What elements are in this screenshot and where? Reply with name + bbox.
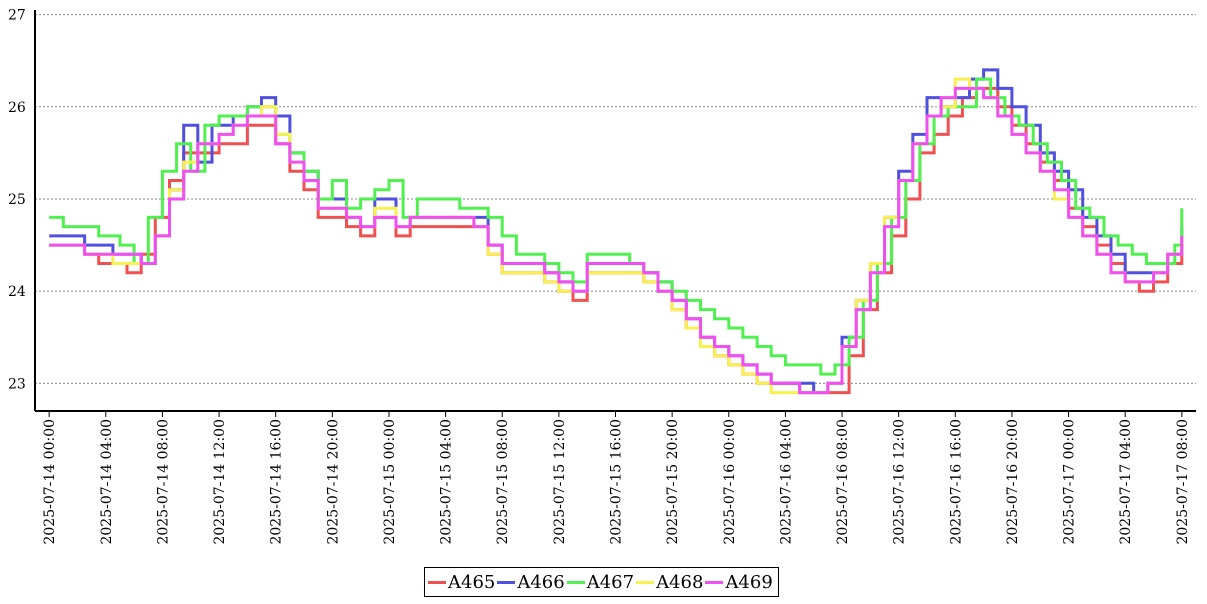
y-tick-label: 25 (8, 192, 26, 208)
legend-item-a469: A469 (705, 571, 773, 593)
legend-swatch (705, 580, 724, 584)
x-tick-label: 2025-07-16 16:00 (948, 419, 964, 545)
series-line-a469 (49, 86, 1184, 395)
legend: A465 A466 A467 A468 A469 (424, 567, 779, 597)
x-tick-label: 2025-07-15 04:00 (439, 419, 455, 545)
x-tick-label: 2025-07-16 20:00 (1005, 419, 1021, 545)
legend-swatch (497, 580, 516, 584)
x-tick-label: 2025-07-14 20:00 (325, 419, 341, 545)
x-tick-label: 2025-07-16 04:00 (778, 419, 794, 545)
y-tick-label: 24 (8, 284, 26, 300)
grid-lines (35, 14, 1196, 384)
legend-label: A466 (517, 571, 565, 593)
legend-label: A468 (656, 571, 704, 593)
x-tick-label: 2025-07-17 00:00 (1062, 419, 1078, 545)
series-line-a467 (49, 77, 1184, 376)
legend-swatch (428, 580, 446, 584)
y-tick-label: 27 (8, 8, 26, 24)
legend-item-a466: A466 (497, 571, 565, 593)
x-tick-label: 2025-07-14 00:00 (42, 419, 58, 545)
x-tick-label: 2025-07-14 16:00 (269, 419, 285, 545)
x-tick-label: 2025-07-15 16:00 (609, 419, 625, 545)
legend-label: A467 (586, 571, 635, 593)
y-tick-label: 26 (8, 100, 26, 116)
x-tick-label: 2025-07-14 12:00 (212, 419, 228, 545)
x-tick-label: 2025-07-17 04:00 (1118, 419, 1134, 545)
legend-item-a465: A465 (428, 572, 495, 593)
y-tick-label: 23 (8, 376, 26, 392)
x-tick-label: 2025-07-15 00:00 (382, 419, 398, 545)
legend-label: A465 (448, 571, 496, 593)
x-tick-label: 2025-07-14 08:00 (155, 419, 171, 545)
x-tick-label: 2025-07-17 08:00 (1175, 419, 1191, 545)
legend-swatch (636, 580, 655, 584)
legend-label: A469 (725, 571, 773, 593)
x-tick-label: 2025-07-16 12:00 (892, 419, 908, 545)
legend-swatch (566, 580, 585, 584)
x-tick-label: 2025-07-16 08:00 (835, 419, 851, 545)
x-tick-label: 2025-07-15 12:00 (552, 419, 568, 545)
legend-item-a467: A467 (566, 571, 635, 593)
x-tick-label: 2025-07-15 08:00 (495, 419, 511, 545)
axes: 23 24 25 26 27 2025-07-14 00:00 2025-07-14 04:… (8, 8, 1196, 545)
x-tick-label: 2025-07-14 04:00 (99, 419, 115, 545)
legend-item-a468: A468 (636, 572, 703, 593)
x-tick-label: 2025-07-15 20:00 (665, 419, 681, 545)
series-lines (49, 68, 1184, 395)
x-tick-label: 2025-07-16 00:00 (722, 419, 738, 545)
